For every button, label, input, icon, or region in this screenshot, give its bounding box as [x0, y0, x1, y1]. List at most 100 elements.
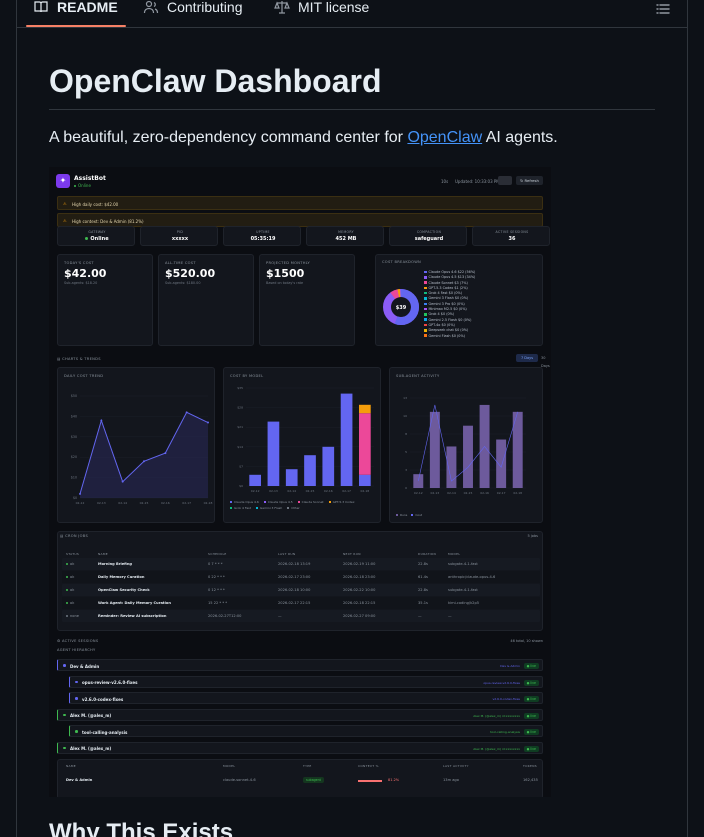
breakdown-label: GPT-5.3 Codex $1 (2%) — [428, 285, 468, 290]
status-dot — [66, 615, 68, 617]
model-bar — [359, 474, 371, 486]
table-cell: 162,435 — [523, 778, 538, 782]
x-tick-label: 02-15 — [464, 491, 473, 495]
cron-cell: 2026-02-17 23:00 — [278, 575, 310, 579]
stat-value-text: xxxxx — [171, 236, 189, 242]
session-name: v2.6.0-codex-fixes — [82, 696, 124, 702]
theme-button[interactable] — [498, 176, 512, 185]
y-tick-label: 8 — [405, 432, 407, 436]
tab-contributing[interactable]: Contributing — [143, 0, 243, 15]
refresh-button[interactable]: ↻ Refresh — [516, 176, 543, 185]
legend-swatch — [255, 507, 258, 509]
cost-label: Projected Monthly — [266, 261, 311, 265]
table-header: Name — [66, 764, 76, 768]
cron-header: Name — [98, 552, 108, 556]
cost-line — [417, 404, 519, 482]
legend-label: Claude Opus 4.6 — [234, 500, 259, 504]
table-header: Last Activity — [443, 764, 469, 768]
legend-swatch — [424, 297, 427, 300]
agent-hierarchy-title: Agent Hierarchy — [57, 648, 96, 652]
cron-cell-text: Daily Memory Curation — [98, 575, 145, 579]
cron-cell: — — [448, 614, 452, 618]
session-row[interactable]: Dev & Admin Dev & Admin ● live — [57, 659, 543, 671]
range-7days-button[interactable]: 7 Days — [516, 354, 538, 362]
cron-row[interactable]: ok Morning Briefing 0 7 * * * 2026-02-18 13… — [62, 558, 540, 570]
tab-readme[interactable]: README — [33, 0, 118, 15]
session-row[interactable]: tool-calling-analysis tool-calling-analys… — [69, 725, 543, 737]
active-tab-indicator — [26, 25, 126, 27]
daily-cost-svg: $0 $10 $20 $30 $40 $50 02-12 02-13 02-14 02-15 02-… — [71, 394, 213, 505]
legend-swatch — [230, 501, 232, 503]
x-tick-label: 02-14 — [447, 491, 456, 495]
cron-cell: 0 12 * * * — [208, 588, 225, 592]
status-dot — [66, 602, 68, 604]
session-dot — [75, 697, 78, 700]
legend-item: Cost — [411, 513, 422, 517]
dashboard-screenshot: ✦ AssistBot Online 10s Updated: 10:33:03… — [49, 167, 551, 797]
app-status: Online — [74, 183, 91, 188]
sessions-meta: 46 total, 10 shown — [510, 639, 543, 643]
cron-cell-text: 61.4s — [418, 575, 428, 579]
sessions-title: ⚙ Active Sessions — [57, 639, 99, 643]
table-header: Model — [223, 764, 236, 768]
x-tick-label: 02-18 — [360, 489, 369, 493]
stat-value: Online — [58, 236, 136, 242]
cron-header: Status — [66, 552, 80, 556]
session-row[interactable]: v2.6.0-codex-fixes v2.6.0-codex-fixes ● li… — [69, 692, 543, 704]
breakdown-label: Gemini 3 Flash $0 (0%) — [428, 296, 469, 301]
refresh-interval: 10s — [441, 179, 449, 184]
cron-cell-text: 2026-02-27 09:00 — [343, 614, 376, 618]
cron-cell: 61.4s — [418, 575, 428, 579]
intro-text-end: AI agents. — [482, 129, 558, 146]
context-value: 81.2% — [388, 778, 400, 782]
cron-cell-text: 2026-02-18 22:15 — [343, 601, 376, 605]
table-cell: 13m ago — [443, 778, 459, 782]
line-point — [164, 452, 167, 455]
cron-cell: — — [278, 614, 282, 618]
legend-swatch — [230, 507, 232, 509]
legend-swatch — [424, 276, 427, 279]
legend-swatch — [424, 323, 427, 327]
legend-swatch — [424, 307, 427, 311]
range-30days-button[interactable]: 30 Days — [541, 356, 550, 368]
cron-cell: anthropic/claude-opus-4-6 — [448, 575, 495, 579]
live-badge: ● live — [523, 679, 539, 686]
table-header: Tokens — [523, 764, 538, 768]
cron-cell-text: kimi-coding/k2p5 — [448, 601, 480, 605]
breakdown-label: Gemini 3 Pro $0 (0%) — [428, 301, 465, 306]
x-tick-label: 02-17 — [182, 501, 191, 505]
stat-value: safeguard — [390, 236, 468, 242]
cron-cell-text: 2026-02-18 23:00 — [343, 575, 376, 579]
cron-row[interactable]: none Reminder: Review AI subscription 2026… — [62, 610, 540, 622]
legend-swatch — [263, 501, 266, 503]
session-row[interactable]: Alex M. (@alex_m) Alex M. (@alex_m) id:xx… — [57, 741, 543, 754]
cron-row[interactable]: ok Daily Memory Curation 0 22 * * * 2026-02… — [62, 571, 540, 583]
live-badge: ● live — [523, 663, 539, 669]
tab-license[interactable]: MIT license — [274, 0, 369, 15]
cron-row[interactable]: ok OpenClaw Security Check 0 12 * * * 2026-… — [62, 584, 540, 596]
session-row[interactable]: opus-review-v2.6.0-fixes opus-review-v2.6… — [69, 675, 543, 688]
outline-list-icon[interactable] — [655, 1, 671, 17]
model-bar — [285, 469, 298, 486]
cron-cell-text: 2026-02-17 22:15 — [278, 601, 311, 605]
run-bar — [413, 474, 424, 488]
model-bar — [304, 455, 316, 486]
y-tick-label: $10 — [71, 476, 77, 480]
legend-item: Claude Opus 4.5 — [263, 499, 293, 505]
legend-swatch — [424, 318, 427, 321]
legend-swatch — [297, 501, 300, 503]
breakdown-item: Grok 4 $0 (0%) — [424, 312, 475, 317]
legend-label: GPT-5.3 Codex — [332, 500, 355, 504]
breakdown-label: Deepseek chat $0 (0%) — [428, 328, 469, 333]
subagent-chart: Sub-Agent Activity 0 3 5 8 10 13 02-12 02-13 02-… — [389, 367, 543, 523]
book-icon — [34, 1, 48, 13]
app-name: AssistBot — [74, 175, 106, 182]
x-tick-label: 02-13 — [430, 491, 439, 495]
session-row[interactable]: Alex M. (@alex_m) Alex M. (@alex_m) id:xx… — [57, 708, 543, 721]
stat-card: Compaction safeguard — [389, 226, 467, 246]
y-tick-label: 3 — [405, 468, 407, 472]
cron-cell-text: — — [418, 614, 422, 618]
openclaw-link[interactable]: OpenClaw — [407, 129, 483, 146]
x-tick-label: 02-16 — [324, 489, 333, 493]
cron-row[interactable]: ok Work Agent: Daily Memory Curation 15 22… — [62, 597, 540, 609]
